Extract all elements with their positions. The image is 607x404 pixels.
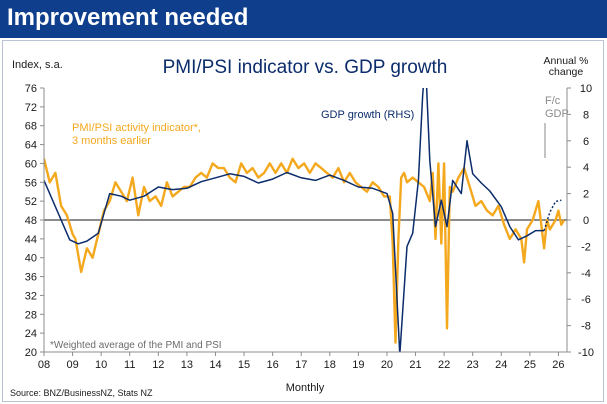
axis-layer: 202428323640444852566064687276-10-8-6-4-… [25,83,594,371]
y-right-tick-label: 4 [583,162,589,174]
y-right-tick-label: -10 [578,347,594,359]
y-left-tick-label: 32 [25,290,37,302]
forecast-label-line-1: F/c [545,95,561,107]
banner: Improvement needed [0,0,607,38]
x-tick-label: 08 [38,359,50,371]
x-tick-label: 09 [66,359,78,371]
x-tick-label: 15 [238,359,250,371]
y-left-tick-label: 40 [25,253,37,265]
y-axis-left-label: Index, s.a. [12,59,63,71]
y-right-tick-label: 10 [580,83,592,95]
x-tick-label: 25 [524,359,536,371]
y-left-tick-label: 76 [25,83,37,95]
x-tick-label: 21 [409,359,421,371]
x-tick-label: 22 [438,359,450,371]
x-tick-label: 26 [552,359,564,371]
y-left-tick-label: 20 [25,347,37,359]
x-tick-label: 16 [267,359,279,371]
y-right-tick-label: -4 [581,268,591,280]
chart-panel [2,40,604,402]
x-tick-label: 12 [152,359,164,371]
x-tick-label: 19 [352,359,364,371]
x-tick-label: 20 [381,359,393,371]
y-left-tick-label: 52 [25,196,37,208]
y-right-tick-label: 8 [583,109,589,121]
y-left-tick-label: 24 [25,328,37,340]
y-left-tick-label: 68 [25,121,37,133]
y-right-tick-label: -2 [581,241,591,253]
series-layer [44,88,566,352]
y-right-tick-label: 2 [583,189,589,201]
x-tick-label: 13 [181,359,193,371]
y-axis-right-label-line-2: change [549,66,584,78]
y-right-tick-label: -6 [581,294,591,306]
y-right-tick-label: 0 [583,215,589,227]
y-left-tick-label: 56 [25,177,37,189]
x-tick-label: 10 [95,359,107,371]
pmi-label-line-1: PMI/PSI activity indicator*, [72,122,201,134]
y-left-tick-label: 44 [25,234,37,246]
forecast-label-line-2: GDP [545,108,569,120]
y-right-tick-label: 6 [583,136,589,148]
y-left-tick-label: 36 [25,272,37,284]
banner-title: Improvement needed [7,4,249,31]
x-tick-label: 11 [124,359,135,371]
y-left-tick-label: 28 [25,309,37,321]
pmi-label-line-2: 3 months earlier [72,135,151,147]
footnote: *Weighted average of the PMI and PSI [50,340,222,351]
gdp-forecast-series-line [543,199,562,231]
x-tick-label: 24 [495,359,507,371]
y-left-tick-label: 60 [25,158,37,170]
y-left-tick-label: 48 [25,215,37,227]
y-axis-right-label-line-1: Annual % [544,55,589,67]
y-left-tick-label: 72 [25,102,37,114]
x-tick-label: 17 [295,359,307,371]
x-tick-label: 18 [324,359,336,371]
source-note: Source: BNZ/BusinessNZ, Stats NZ [10,388,153,398]
x-tick-label: 23 [467,359,479,371]
pmi-psi-series-line [44,157,566,344]
x-tick-label: 14 [209,359,221,371]
y-left-tick-label: 64 [25,140,37,152]
y-right-tick-label: -8 [581,321,591,333]
chart-title: PMI/PSI indicator vs. GDP growth [163,57,448,78]
x-axis-label: Monthly [286,382,325,394]
gdp-growth-series-line [44,88,545,352]
gdp-label: GDP growth (RHS) [321,109,414,121]
